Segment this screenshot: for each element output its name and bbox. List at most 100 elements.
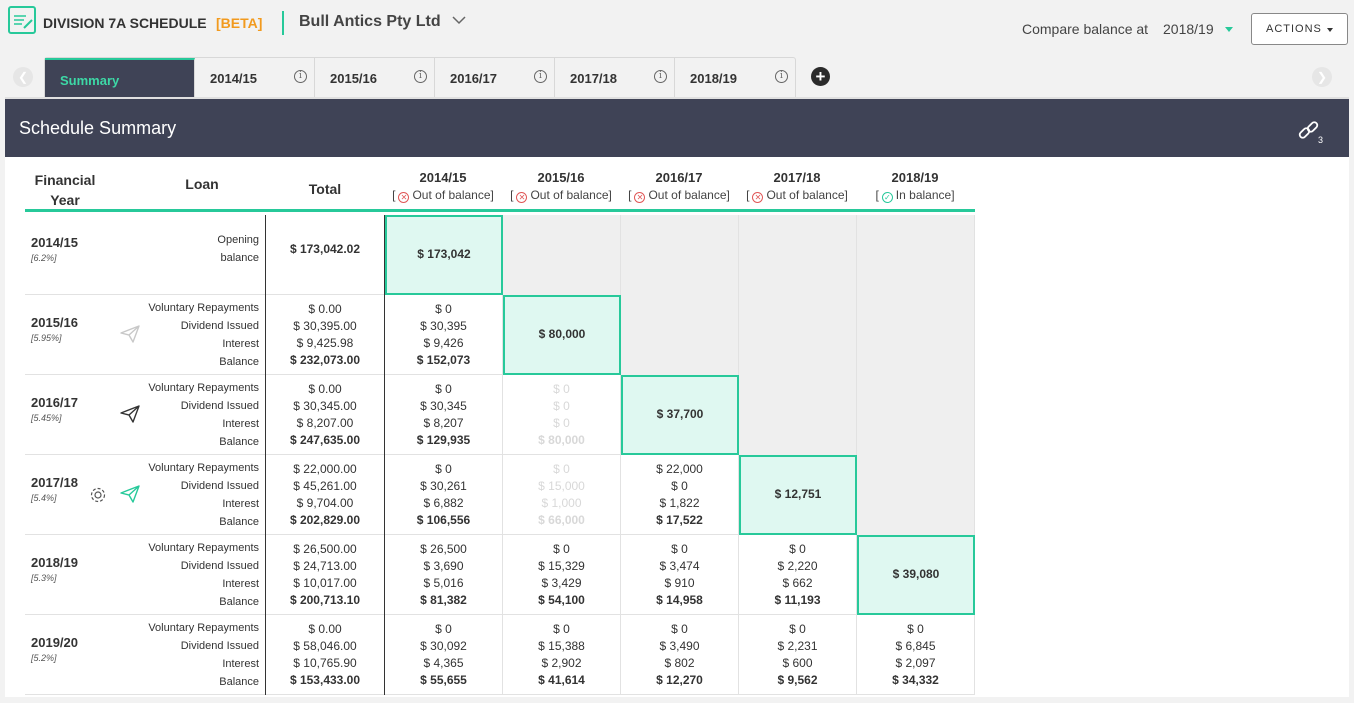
cell-value: $ 3,429	[541, 576, 582, 590]
column-divider	[265, 535, 266, 615]
total-value: $ 200,713.10	[289, 593, 361, 607]
app-logo-icon	[8, 6, 36, 34]
link-count-badge: 3	[1318, 135, 1324, 145]
table-cell	[621, 215, 739, 295]
balance-status: [✕ Out of balance]	[510, 188, 612, 203]
cell-value: $ 0	[553, 382, 570, 396]
info-icon[interactable]: i	[654, 70, 667, 83]
cell-value: $ 14,958	[656, 593, 703, 607]
total-value: $ 45,261.00	[293, 479, 357, 493]
loan-label: Interest	[222, 658, 259, 670]
year-label: 2016/17	[655, 170, 703, 185]
caret-down-icon[interactable]	[1225, 27, 1233, 32]
cell-value: $ 30,395	[420, 319, 467, 333]
highlighted-cell[interactable]: $ 80,000	[503, 295, 621, 375]
cell-value: $ 22,000	[656, 462, 703, 476]
table-row: 2019/20 [5.2%] Voluntary Repayments Dividen…	[25, 615, 975, 695]
row-financial-year: 2017/18	[31, 475, 78, 490]
cell-value: $ 2,220	[777, 559, 818, 573]
cell-value: $ 0	[553, 622, 570, 636]
total-value: $ 30,345.00	[293, 399, 357, 413]
table-cell: $ 0 $ 30,261 $ 6,882 $ 106,556	[385, 455, 503, 535]
year-column-header: 2014/15 [✕ Out of balance]	[384, 170, 502, 203]
caret-down-icon	[1327, 28, 1333, 32]
loan-label: Voluntary Repayments	[148, 302, 259, 314]
table-cell	[857, 375, 975, 455]
column-divider	[384, 375, 385, 455]
table-cell: $ 22,000 $ 0 $ 1,822 $ 17,522	[621, 455, 739, 535]
compare-year-select[interactable]: 2018/19	[1163, 21, 1214, 37]
cell-value: $ 129,935	[416, 433, 471, 447]
table-row: 2018/19 [5.3%] Voluntary Repayments Dividen…	[25, 535, 975, 615]
cell-value: $ 0	[553, 542, 570, 556]
total-value: $ 0.00	[308, 622, 342, 636]
send-icon[interactable]	[120, 485, 140, 508]
row-financial-year: 2016/17	[31, 395, 78, 410]
interest-rate: [5.2%]	[31, 653, 57, 663]
highlighted-cell[interactable]: $ 39,080	[857, 535, 975, 615]
tab-label: 2016/17	[450, 71, 497, 86]
cell-value: $ 15,329	[538, 559, 585, 573]
highlighted-cell[interactable]: $ 173,042	[385, 215, 503, 295]
x-circle-icon: ✕	[634, 192, 646, 203]
cell-value: $ 12,270	[656, 673, 703, 687]
table-row: 2015/16 [5.95%] Voluntary Repayments Divide…	[25, 295, 975, 375]
total-value: $ 153,433.00	[289, 673, 361, 687]
cell-value: $ 9,426	[423, 336, 464, 350]
total-value: $ 173,042.02	[289, 242, 361, 256]
loan-label: Interest	[222, 578, 259, 590]
tab-label: Summary	[60, 73, 120, 88]
financial-year-header: Financial Year	[25, 170, 105, 210]
cell-value: $ 0	[553, 399, 570, 413]
cell-value: $ 2,231	[777, 639, 818, 653]
link-icon[interactable]	[1298, 120, 1320, 142]
tab-2014-15[interactable]: 2014/15 i	[195, 58, 315, 97]
gear-icon[interactable]	[89, 486, 107, 509]
scroll-left-icon[interactable]: ❮	[13, 67, 33, 87]
table-cell	[739, 215, 857, 295]
tab-2016-17[interactable]: 2016/17 i	[435, 58, 555, 97]
actions-label: ACTIONS	[1266, 23, 1322, 35]
tab-2017-18[interactable]: 2017/18 i	[555, 58, 675, 97]
column-divider	[265, 455, 266, 535]
highlighted-cell[interactable]: $ 37,700	[621, 375, 739, 455]
tab-2018-19[interactable]: 2018/19 i	[675, 58, 795, 97]
cell-value: $ 80,000	[538, 327, 586, 341]
cell-value: $ 4,365	[423, 656, 464, 670]
table-row: 2016/17 [5.45%] Voluntary Repayments Divide…	[25, 375, 975, 455]
info-icon[interactable]: i	[294, 70, 307, 83]
total-value: $ 0.00	[308, 302, 342, 316]
send-icon[interactable]	[120, 325, 140, 348]
total-header: Total	[308, 181, 342, 197]
year-column-header: 2018/19 [✓ In balance]	[856, 170, 974, 203]
info-icon[interactable]: i	[534, 70, 547, 83]
info-icon[interactable]: i	[775, 70, 788, 83]
tab-summary[interactable]: Summary	[45, 58, 195, 97]
cell-value: $ 5,016	[423, 576, 464, 590]
tab-2015-16[interactable]: 2015/16 i	[315, 58, 435, 97]
column-divider	[384, 215, 385, 295]
scroll-right-icon[interactable]: ❯	[1312, 67, 1332, 87]
row-financial-year: 2015/16	[31, 315, 78, 330]
company-selector[interactable]: Bull Antics Pty Ltd	[299, 13, 441, 30]
interest-rate: [5.45%]	[31, 413, 62, 423]
loan-labels: Opening balance	[125, 231, 259, 267]
chevron-down-icon[interactable]	[452, 15, 466, 25]
loan-label: Balance	[219, 436, 259, 448]
cell-value: $ 0	[435, 382, 452, 396]
cell-value: $ 34,332	[892, 673, 939, 687]
year-label: 2014/15	[419, 170, 467, 185]
total-value: $ 10,017.00	[293, 576, 357, 590]
cell-value: $ 152,073	[416, 353, 471, 367]
table-cell	[739, 295, 857, 375]
schedule-panel: Schedule Summary 3	[5, 97, 1349, 697]
actions-button[interactable]: ACTIONS	[1251, 13, 1348, 45]
send-icon[interactable]	[120, 405, 140, 428]
column-divider	[384, 455, 385, 535]
info-icon[interactable]: i	[414, 70, 427, 83]
table-cell	[503, 215, 621, 295]
cell-value: $ 106,556	[416, 513, 471, 527]
total-value: $ 26,500.00	[293, 542, 357, 556]
add-tab-icon[interactable]: +	[811, 67, 830, 86]
highlighted-cell[interactable]: $ 12,751	[739, 455, 857, 535]
